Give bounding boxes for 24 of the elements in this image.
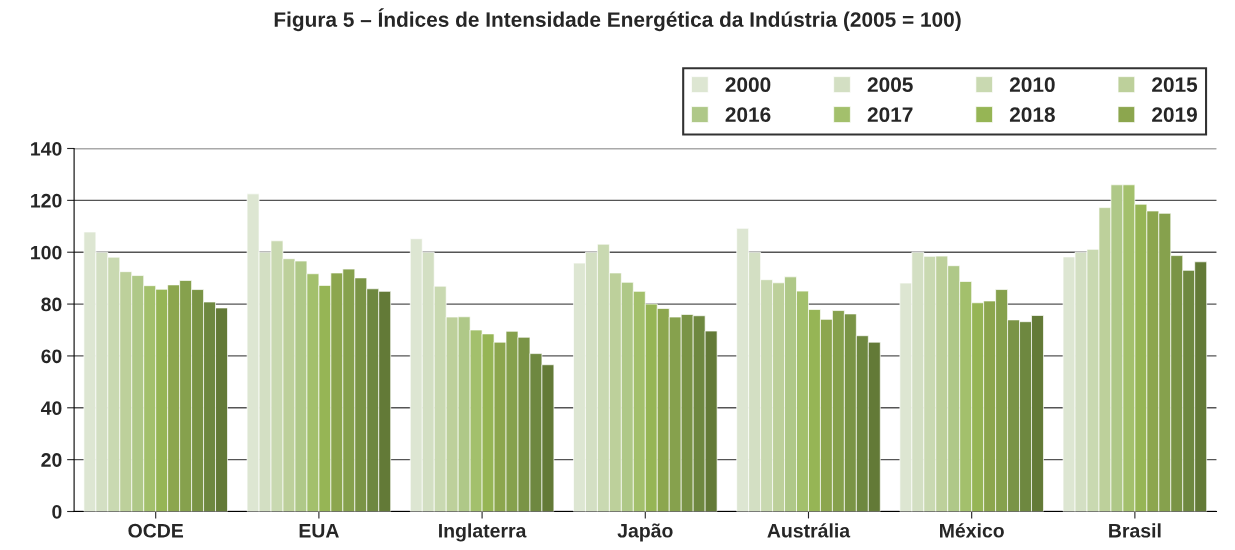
y-tick-label: 80 xyxy=(41,297,62,312)
y-tick-label: 40 xyxy=(40,401,62,416)
legend-label: 2010 xyxy=(1009,77,1055,93)
y-tick-label: 20 xyxy=(41,453,62,467)
x-tick-label: México xyxy=(940,523,1004,538)
x-tick-label: Inglaterra xyxy=(439,523,527,542)
legend-label: 2016 xyxy=(725,107,771,122)
y-tick-label: 120 xyxy=(31,193,62,208)
x-tick-label: Austrália xyxy=(767,523,851,538)
y-tick-label: 140 xyxy=(31,141,62,156)
legend-label: 2000 xyxy=(725,77,771,93)
legend-label: 2005 xyxy=(867,77,913,93)
x-tick-label: Japão xyxy=(617,523,673,542)
y-tick-label: 0 xyxy=(52,504,62,519)
y-tick-label: 60 xyxy=(41,349,62,364)
y-tick-label: 100 xyxy=(31,245,62,260)
legend-label: 2017 xyxy=(867,107,913,122)
x-tick-label: OCDE xyxy=(128,523,184,538)
legend-label: 2018 xyxy=(1009,107,1055,122)
x-tick-label: EUA xyxy=(299,524,339,538)
legend-label: 2019 xyxy=(1152,107,1197,122)
legend-label: 2015 xyxy=(1152,77,1198,93)
chart-title: Figura 5 – Índices de Intensidade Energética da Indústria (2005 = 100) xyxy=(274,8,961,32)
x-tick-label: Brasil xyxy=(1109,523,1161,538)
